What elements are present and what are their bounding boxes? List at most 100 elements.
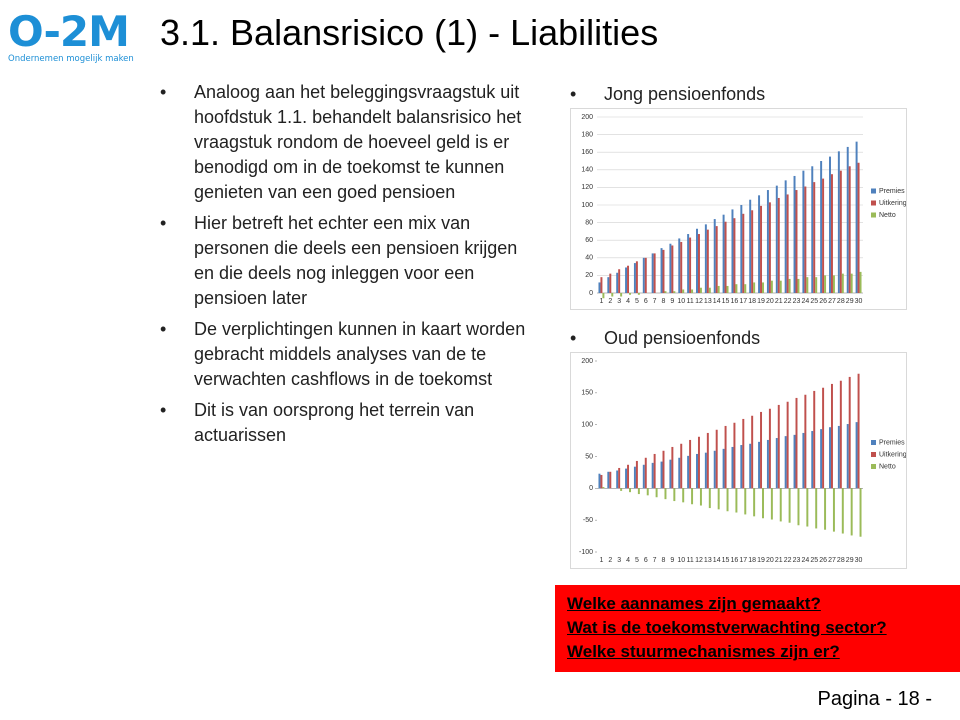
bar — [820, 429, 823, 489]
bar — [625, 468, 628, 489]
bar — [841, 273, 844, 293]
bar — [724, 425, 727, 489]
x-tick-label: 6 — [644, 298, 648, 305]
x-tick-label: 18 — [748, 298, 756, 305]
bar — [669, 243, 672, 293]
bar — [733, 422, 736, 489]
x-tick-label: 25 — [810, 298, 818, 305]
x-tick-label: 17 — [739, 298, 747, 305]
bar — [644, 257, 647, 293]
bar — [735, 284, 738, 293]
bar — [779, 280, 782, 293]
legend-swatch — [871, 464, 876, 469]
bar — [768, 408, 771, 489]
bar — [811, 166, 814, 293]
bar — [678, 457, 681, 489]
bar — [788, 278, 791, 293]
bar — [811, 431, 814, 489]
bar — [646, 488, 649, 496]
bar — [633, 466, 636, 489]
x-tick-label: 24 — [801, 298, 809, 305]
logo-tagline: Ondernemen mogelijk maken — [8, 54, 134, 64]
bar — [733, 218, 736, 293]
y-tick-label: 160 — [581, 149, 593, 156]
bar — [662, 249, 665, 293]
bar — [644, 457, 647, 489]
bar — [717, 488, 720, 510]
bar — [602, 487, 605, 489]
y-tick-label: 180 — [581, 131, 593, 138]
bar — [642, 464, 645, 489]
x-tick-label: 27 — [828, 557, 836, 564]
legend-label: Premies — [879, 439, 905, 446]
x-tick-label: 28 — [837, 557, 845, 564]
y-tick-label: 20 — [585, 272, 593, 279]
x-tick-label: 13 — [704, 557, 712, 564]
y-tick-label: 80 — [585, 219, 593, 226]
x-tick-label: 26 — [819, 298, 827, 305]
bar — [726, 285, 729, 293]
y-tick-label: 100 — [581, 202, 593, 209]
x-tick-label: 7 — [653, 298, 657, 305]
y-tick-label: 140 — [581, 167, 593, 174]
bar — [850, 273, 853, 293]
bar — [775, 438, 778, 489]
legend-swatch — [871, 452, 876, 457]
bullet: De verplichtingen kunnen in kaart worden… — [160, 317, 530, 392]
x-tick-label: 11 — [686, 298, 693, 305]
bar — [731, 209, 734, 293]
bar — [784, 436, 787, 489]
bar — [629, 293, 631, 295]
x-tick-label: 15 — [722, 298, 730, 305]
bar — [850, 488, 853, 536]
bar — [651, 253, 654, 293]
bar — [797, 488, 800, 526]
y-tick-label: 120 — [581, 184, 593, 191]
bar — [689, 439, 692, 489]
bar — [839, 380, 842, 489]
bar — [813, 182, 816, 293]
x-tick-label: 1 — [599, 557, 603, 564]
x-tick-label: 1 — [599, 298, 603, 305]
bar — [673, 488, 676, 502]
x-tick-label: 23 — [793, 557, 801, 564]
x-tick-label: 14 — [713, 557, 721, 564]
bar — [616, 470, 619, 489]
x-tick-label: 10 — [677, 298, 685, 305]
bar — [706, 432, 709, 489]
bar — [682, 488, 685, 503]
y-tick-label: 40 — [585, 255, 593, 262]
x-tick-label: 8 — [662, 298, 666, 305]
x-tick-label: 21 — [775, 298, 783, 305]
bar — [795, 190, 798, 293]
bar — [687, 234, 690, 293]
y-tick-label: -50 — [583, 517, 593, 524]
bar — [742, 418, 745, 489]
x-tick-label: 19 — [757, 298, 765, 305]
bar — [788, 488, 791, 523]
bar — [857, 162, 860, 293]
x-tick-label: 20 — [766, 557, 774, 564]
legend-swatch — [871, 188, 876, 194]
y-tick-label: 0 — [589, 485, 593, 492]
bar — [806, 277, 809, 293]
bar — [859, 271, 862, 293]
bar — [859, 488, 862, 537]
x-tick-label: 19 — [757, 557, 765, 564]
bar — [806, 488, 809, 527]
bar — [664, 291, 667, 293]
bar — [691, 488, 694, 505]
bar — [722, 214, 725, 293]
x-tick-label: 2 — [608, 557, 612, 564]
bullet: Hier betreft het echter een mix van pers… — [160, 211, 530, 311]
bar — [598, 473, 601, 489]
bar — [669, 459, 672, 489]
bar — [749, 443, 752, 489]
bar — [691, 289, 694, 293]
x-tick-label: 16 — [731, 557, 739, 564]
legend-label: Netto — [879, 463, 896, 470]
x-tick-label: 13 — [704, 298, 712, 305]
y-tick-label: 0 — [589, 290, 593, 297]
bar — [651, 462, 654, 489]
bar — [633, 263, 636, 293]
